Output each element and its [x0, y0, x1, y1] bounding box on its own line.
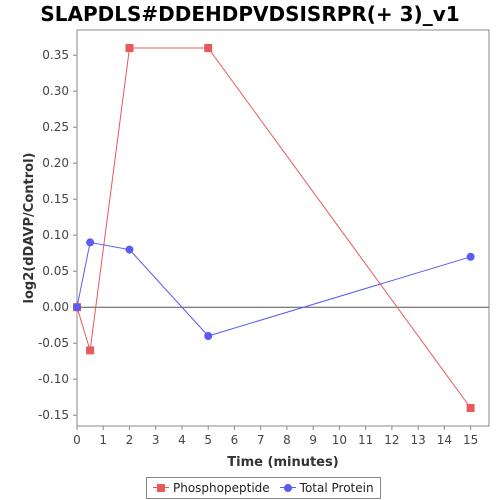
y-tick-label: -0.05: [38, 336, 69, 350]
y-tick-label: 0.15: [42, 192, 69, 206]
y-tick-label: -0.15: [38, 408, 69, 422]
x-tick-label: 12: [384, 433, 399, 447]
legend-label-total-protein: Total Protein: [299, 481, 374, 495]
y-tick-label: 0.00: [42, 300, 69, 314]
total-protein-point: [73, 303, 81, 312]
y-tick-label: 0.25: [42, 120, 69, 134]
x-tick-label: 11: [358, 433, 373, 447]
x-tick-label: 9: [309, 433, 317, 447]
x-tick-label: 4: [178, 433, 186, 447]
x-axis-title: Time (minutes): [227, 455, 338, 470]
x-tick-label: 13: [411, 433, 426, 447]
x-tick-label: 10: [332, 433, 347, 447]
phosphopeptide-point: [466, 404, 475, 412]
x-tick-label: 6: [231, 433, 239, 447]
total-protein-swatch-icon: [279, 483, 296, 493]
x-tick-label: 14: [437, 433, 452, 447]
plot-area: [76, 29, 490, 427]
chart-title: SLAPDLS#DDEHDPVDSISRPR(+ 3)_v1: [40, 2, 460, 26]
x-tick-label: 0: [73, 433, 81, 447]
y-tick-label: 0.05: [42, 264, 69, 278]
phosphopeptide-point: [125, 44, 134, 52]
x-tick-label: 2: [126, 433, 134, 447]
phosphopeptide-point: [204, 44, 213, 52]
total-protein-point: [125, 245, 134, 254]
chart-legend: Phosphopeptide Total Protein: [146, 477, 381, 499]
legend-item-phosphopeptide: Phosphopeptide: [153, 481, 270, 495]
phosphopeptide-swatch-icon: [153, 483, 169, 493]
total-protein-point: [466, 252, 475, 261]
x-tick-label: 1: [99, 433, 107, 447]
x-tick-label: 15: [463, 433, 478, 447]
y-tick-label: 0.20: [42, 156, 69, 170]
y-tick-label: 0.30: [42, 84, 69, 98]
y-tick-label: -0.10: [38, 372, 69, 386]
x-tick-label: 7: [257, 433, 265, 447]
legend-item-total-protein: Total Protein: [279, 481, 374, 495]
x-tick-label: 3: [152, 433, 160, 447]
x-tick-label: 8: [283, 433, 291, 447]
y-tick-label: 0.35: [42, 48, 69, 62]
legend-label-phosphopeptide: Phosphopeptide: [173, 481, 270, 495]
phosphopeptide-point: [86, 346, 95, 355]
y-axis-title: log2(dDAVP/Control): [22, 153, 37, 304]
x-tick-label: 5: [204, 433, 212, 447]
total-protein-point: [204, 332, 213, 340]
total-protein-point: [86, 238, 95, 247]
y-tick-label: 0.10: [42, 228, 69, 242]
